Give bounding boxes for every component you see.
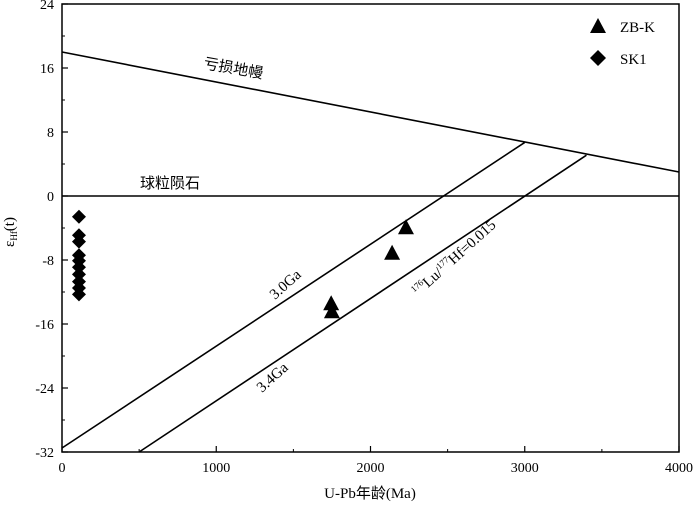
legend: ZB-K SK1 — [590, 18, 655, 68]
sk1-point — [71, 267, 86, 282]
y-tick-label: 8 — [47, 126, 54, 141]
y-axis-title-suffix: (t) — [2, 217, 18, 231]
plot-frame — [61, 3, 680, 453]
x-tick-label: 0 — [59, 461, 66, 476]
legend-label-zbk: ZB-K — [620, 20, 655, 36]
y-axis-title: εHf(t) — [2, 217, 19, 247]
lu-hf-ratio-label: 176Lu/177Hf=0.015 — [409, 216, 500, 300]
y-tick-label: -8 — [42, 254, 54, 269]
sk1-point — [71, 209, 86, 224]
x-tick-label: 4000 — [665, 461, 693, 476]
x-axis-title: U-Pb年龄(Ma) — [324, 485, 416, 502]
x-tick-label: 1000 — [202, 461, 230, 476]
sk1-point — [71, 234, 86, 249]
y-tick-label: -24 — [35, 382, 54, 397]
data-points — [71, 209, 414, 319]
zb-k-point — [397, 219, 414, 235]
line-3-0ga-label: 3.0Ga — [267, 267, 305, 303]
y-tick-label: 0 — [47, 190, 54, 205]
y-tick-label: 24 — [40, 0, 54, 13]
y-tick-label: -16 — [35, 318, 54, 333]
y-axis-title-main: ε — [2, 241, 18, 247]
x-tick-label: 2000 — [357, 461, 385, 476]
legend-triangle-icon — [590, 18, 606, 33]
legend-label-sk1: SK1 — [620, 52, 647, 68]
y-axis-title-sub: Hf — [9, 231, 19, 241]
line-3-4ga-label: 3.4Ga — [254, 360, 292, 396]
depleted-mantle-label: 亏损地幔 — [202, 55, 264, 82]
x-tick-label: 3000 — [511, 461, 539, 476]
axis-ticks: 0 1000 2000 3000 4000 -32 -24 -16 -8 0 8 16 24 — [35, 0, 693, 476]
sk1-point — [71, 260, 86, 275]
y-tick-label: 16 — [40, 62, 54, 77]
y-tick-label: -32 — [35, 446, 54, 461]
reference-lines — [61, 51, 680, 453]
zb-k-point — [323, 303, 340, 319]
sk1-point — [71, 287, 86, 302]
line-3-0ga-line — [61, 141, 526, 449]
line-3-4ga-line — [138, 154, 587, 453]
legend-diamond-icon — [590, 50, 606, 66]
zb-k-point — [323, 295, 340, 311]
zb-k-point — [384, 244, 401, 260]
depleted-mantle-line — [61, 51, 680, 173]
chondrite-label: 球粒陨石 — [140, 175, 200, 192]
